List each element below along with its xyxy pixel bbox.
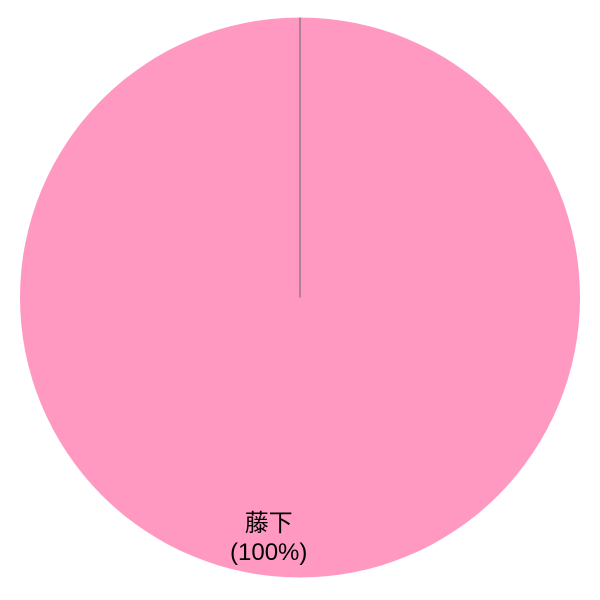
slice-name: 藤下 <box>230 510 307 539</box>
pie-chart <box>20 18 580 583</box>
slice-percent: (100%) <box>230 539 307 568</box>
pie-slice-label: 藤下 (100%) <box>230 510 307 568</box>
pie-chart-svg <box>20 18 580 578</box>
